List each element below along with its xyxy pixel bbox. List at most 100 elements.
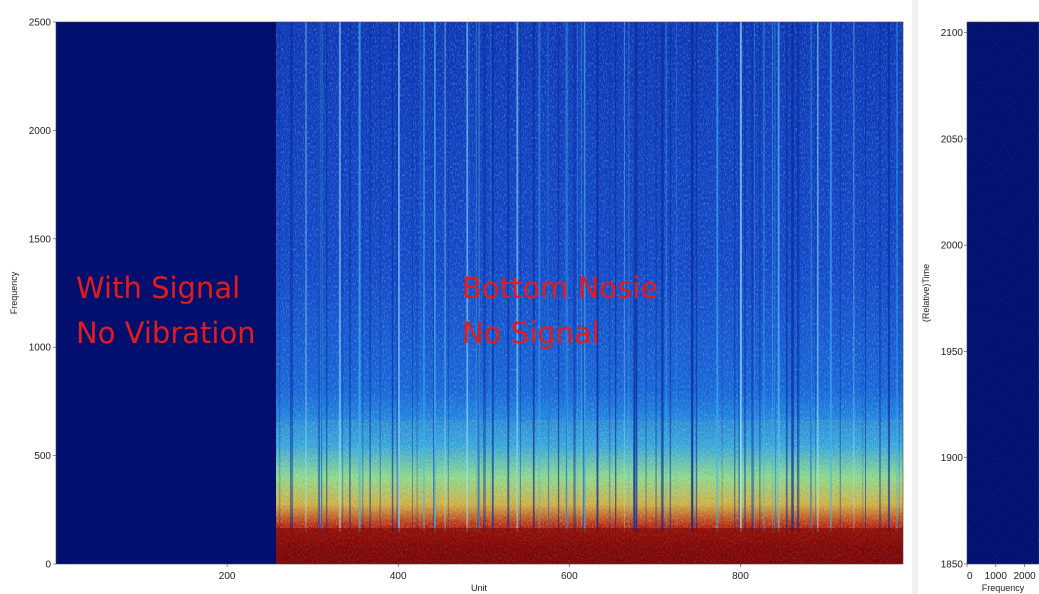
noise-streak: [596, 22, 599, 532]
side-y-tick-label: 1950: [941, 347, 964, 358]
noise-streak: [565, 22, 567, 532]
noise-streak: [574, 22, 576, 532]
noise-streak: [797, 22, 799, 532]
side-y-tick-label: 1850: [941, 560, 964, 571]
noise-streak: [420, 22, 422, 532]
noise-streak: [434, 22, 436, 532]
noise-streak: [319, 22, 320, 532]
noise-streak: [623, 22, 625, 532]
noise-streak: [416, 22, 418, 532]
noise-streak: [734, 22, 736, 532]
side-y-tick-label: 2050: [941, 134, 964, 145]
noise-streak: [548, 22, 550, 532]
noise-streak: [433, 22, 435, 532]
noise-streak: [349, 22, 351, 532]
main-x-tick-label: 400: [390, 571, 407, 582]
noise-streak: [862, 22, 864, 532]
noise-streak: [305, 22, 307, 532]
side-x-ticks: 0 1000 2000: [966, 564, 1036, 582]
noise-streak: [753, 22, 755, 532]
noise-streak: [477, 22, 480, 532]
noise-streak: [580, 22, 582, 532]
noise-streak: [772, 22, 773, 532]
noise-streak: [491, 22, 494, 532]
noise-streak: [759, 22, 761, 532]
region-with-signal: [56, 22, 276, 564]
noise-streak: [662, 22, 664, 532]
noise-streak: [577, 22, 578, 532]
noise-streak: [896, 22, 898, 532]
noise-streak: [398, 22, 400, 532]
noise-streak: [532, 22, 535, 532]
noise-streak: [423, 22, 425, 532]
annotation-with-signal-line1: With Signal: [76, 271, 240, 305]
noise-streak: [744, 22, 746, 532]
noise-streak: [396, 22, 397, 532]
noise-streak: [738, 22, 740, 532]
vertical-streaks: [279, 22, 900, 532]
noise-streak: [466, 22, 468, 532]
side-y-tick-label: 2000: [941, 241, 964, 252]
noise-streak: [669, 22, 672, 532]
main-y-tick-label: 0: [45, 560, 51, 571]
noise-streak: [887, 22, 890, 532]
side-plot-frame: [966, 21, 1039, 565]
noise-streak: [317, 22, 320, 532]
noise-streak: [478, 22, 480, 532]
noise-streak: [290, 22, 292, 532]
main-x-ticks: 200 400 600 800: [219, 564, 749, 582]
noise-streak: [785, 22, 788, 532]
noise-streak: [516, 22, 518, 532]
noise-streak: [636, 22, 638, 532]
panel-separator: [912, 0, 918, 594]
side-y-tick-label: 1900: [941, 453, 964, 464]
noise-streak: [797, 22, 800, 532]
noise-streak: [484, 22, 486, 532]
noise-streak: [879, 22, 881, 532]
noise-streak: [483, 22, 485, 532]
noise-streak: [396, 22, 398, 532]
noise-streak: [655, 22, 657, 532]
annotation-with-signal-line2: No Vibration: [76, 316, 256, 350]
noise-streak: [777, 22, 780, 532]
noise-streak: [279, 22, 281, 532]
main-y-tick-label: 500: [34, 451, 51, 462]
noise-streak: [792, 22, 794, 532]
noise-streak: [763, 22, 765, 532]
side-y-tick-label: 2100: [941, 28, 964, 39]
noise-streak: [379, 22, 381, 532]
noise-streak: [557, 22, 560, 532]
noise-streak: [815, 22, 816, 532]
side-x-tick-label: 2000: [1013, 571, 1036, 582]
noise-streak: [391, 22, 394, 532]
noise-streak: [369, 22, 371, 532]
noise-streak: [721, 22, 723, 532]
noise-streak: [507, 22, 510, 532]
noise-streak: [791, 22, 793, 532]
annotation-bottom-noise-line2: No Signal: [462, 316, 600, 350]
noise-streak: [888, 22, 890, 532]
noise-streak: [321, 22, 323, 532]
main-y-tick-label: 2000: [29, 126, 52, 137]
main-y-tick-label: 2500: [29, 18, 52, 29]
side-x-tick-label: 1000: [985, 571, 1008, 582]
noise-streak: [751, 22, 753, 532]
noise-streak: [412, 22, 413, 532]
noise-streak: [547, 22, 549, 532]
noise-streak: [517, 22, 519, 532]
noise-streak: [538, 22, 541, 532]
noise-streak: [633, 22, 636, 532]
side-speckle: [967, 22, 1039, 564]
noise-streak: [341, 22, 344, 532]
noise-streak: [468, 22, 470, 532]
main-x-tick-label: 800: [732, 571, 749, 582]
side-plot: 1850 1900 1950 2000 2050 2100 0 1000 2000 Frequ…: [921, 21, 1039, 593]
main-x-tick-label: 200: [219, 571, 236, 582]
noise-streak: [444, 22, 446, 532]
noise-streak: [810, 22, 812, 532]
noise-streak: [490, 22, 492, 532]
noise-streak: [358, 22, 361, 532]
annotation-bottom-noise-line1: Bottom Nosie: [462, 271, 658, 305]
noise-streak: [608, 22, 611, 532]
noise-streak: [717, 22, 719, 532]
